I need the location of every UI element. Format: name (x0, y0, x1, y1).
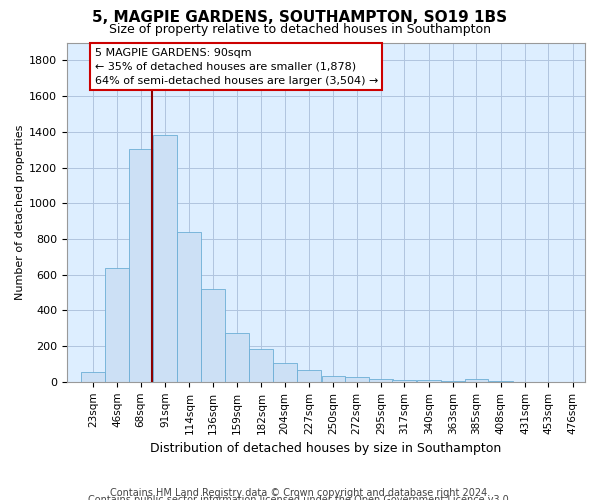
Bar (129, 149, 152, 382)
Bar (81, 372, 105, 382)
Bar (201, 289, 224, 382)
Text: 5, MAGPIE GARDENS, SOUTHAMPTON, SO19 1BS: 5, MAGPIE GARDENS, SOUTHAMPTON, SO19 1BS (92, 10, 508, 25)
Bar (369, 378, 393, 382)
Bar (392, 380, 416, 382)
Bar (153, 136, 177, 382)
Bar (322, 376, 346, 382)
Bar (178, 232, 201, 382)
Y-axis label: Number of detached properties: Number of detached properties (15, 124, 25, 300)
Bar (464, 379, 488, 382)
Text: 5 MAGPIE GARDENS: 90sqm
← 35% of detached houses are smaller (1,878)
64% of semi: 5 MAGPIE GARDENS: 90sqm ← 35% of detache… (95, 48, 378, 86)
Text: Contains HM Land Registry data © Crown copyright and database right 2024.: Contains HM Land Registry data © Crown c… (110, 488, 490, 498)
Text: Size of property relative to detached houses in Southampton: Size of property relative to detached ho… (109, 22, 491, 36)
Bar (297, 370, 321, 382)
Text: Contains public sector information licensed under the Open Government Licence v3: Contains public sector information licen… (88, 495, 512, 500)
Bar (106, 268, 129, 382)
Bar (345, 378, 368, 382)
Bar (225, 332, 249, 382)
X-axis label: Distribution of detached houses by size in Southampton: Distribution of detached houses by size … (151, 442, 502, 455)
Bar (417, 380, 440, 382)
Bar (250, 349, 274, 382)
Bar (273, 363, 296, 382)
Bar (441, 381, 465, 382)
